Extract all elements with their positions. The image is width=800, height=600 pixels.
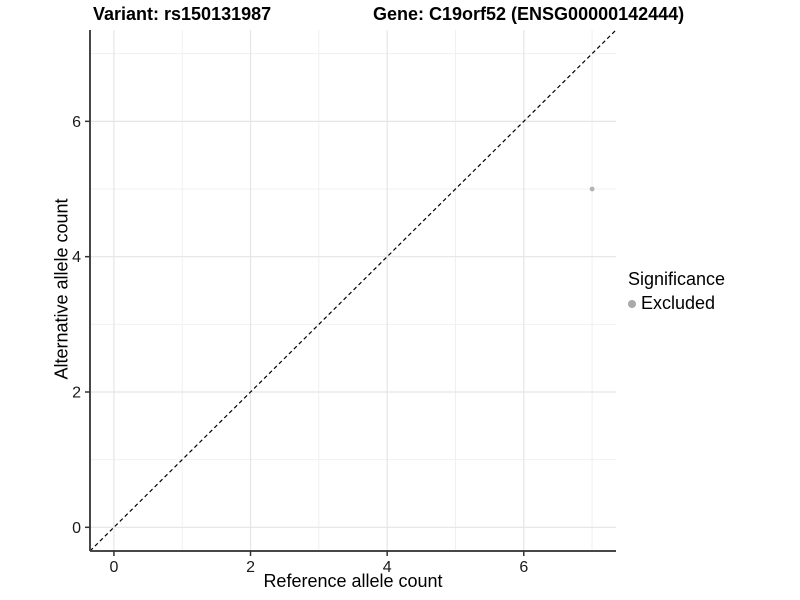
data-point [589,186,595,192]
plot-title-variant: Variant: rs150131987 [93,4,272,24]
identity-dashed-line [89,29,617,552]
x-tick-label: 2 [246,559,255,576]
legend-item-excluded: Excluded [628,293,725,314]
legend-title: Significance [628,269,726,289]
x-tick-label: 6 [519,559,528,576]
plot-title-gene: Gene: C19orf52 (ENSG00000142444) [373,4,685,24]
y-tick-label: 6 [72,114,81,131]
x-tick-label: 0 [109,559,118,576]
legend-point-icon [628,299,636,308]
x-tick-label: 4 [383,559,392,576]
legend: Significance Excluded [628,269,725,314]
y-tick-label: 0 [72,520,81,537]
y-axis-title: Alternative allele count [51,198,72,380]
y-tick-label: 4 [72,249,81,266]
legend-item-label: Excluded [641,293,716,313]
x-axis-title: Reference allele count [263,571,443,591]
y-tick-label: 2 [72,384,81,401]
